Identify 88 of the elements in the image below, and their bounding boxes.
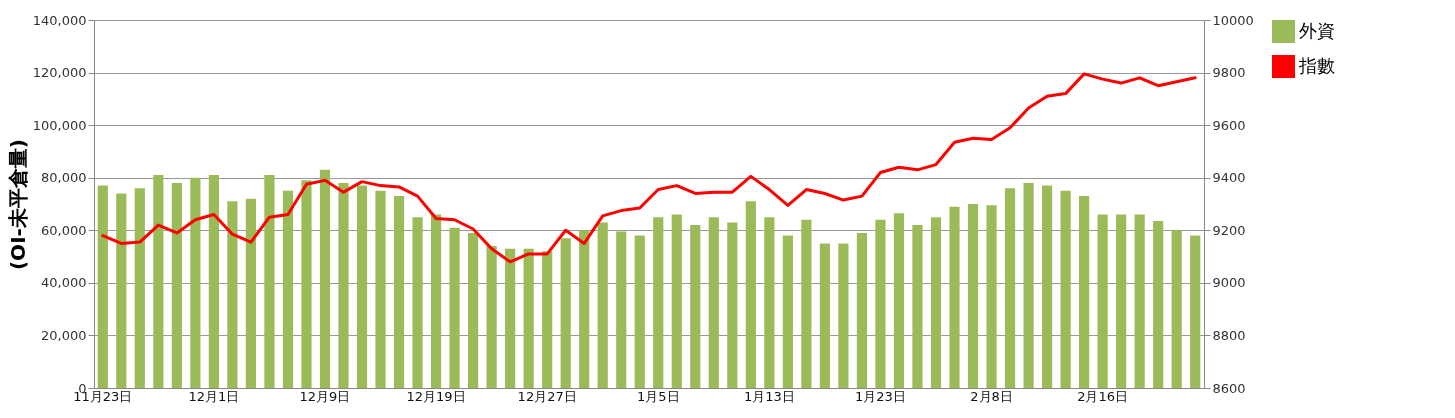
y2-tick-label: 9600 xyxy=(1212,117,1246,133)
bar xyxy=(708,217,719,388)
bar xyxy=(542,251,553,388)
y2-tick-label: 9200 xyxy=(1212,222,1246,238)
y-axis-title: (OI-未平倉量) xyxy=(5,138,30,271)
bar xyxy=(1097,214,1108,388)
bar xyxy=(893,213,905,388)
bar xyxy=(690,225,701,388)
bar xyxy=(579,230,590,388)
bar xyxy=(116,193,127,388)
bar xyxy=(634,235,645,388)
bar xyxy=(430,214,442,388)
y-tick-label: 40,000 xyxy=(41,275,87,291)
bar xyxy=(782,235,793,388)
y-tick-label: 120,000 xyxy=(32,65,87,81)
x-tick-label: 2月16日 xyxy=(1077,388,1129,404)
y2-tick-label: 9400 xyxy=(1212,170,1246,186)
bar xyxy=(912,225,923,388)
bar xyxy=(301,180,312,388)
legend-label: 指數 xyxy=(1298,54,1335,76)
bar xyxy=(486,246,497,388)
bar xyxy=(375,190,386,388)
y2-tick-label: 8800 xyxy=(1212,327,1246,343)
y2-tick-label: 8600 xyxy=(1212,380,1246,396)
bar xyxy=(1023,182,1034,388)
bar xyxy=(505,248,516,388)
bar xyxy=(653,217,664,388)
bar xyxy=(1171,230,1182,388)
bar xyxy=(227,201,238,388)
bar xyxy=(1060,190,1071,388)
x-tick-label: 12月1日 xyxy=(188,388,240,404)
bar xyxy=(338,182,349,388)
bar xyxy=(1134,214,1145,388)
y2-tick-label: 9000 xyxy=(1212,275,1246,291)
bar xyxy=(1190,235,1201,388)
bar xyxy=(1041,185,1053,388)
x-tick-label: 2月8日 xyxy=(970,388,1013,404)
bar xyxy=(967,204,979,388)
bar xyxy=(764,217,775,388)
y-tick-label: 80,000 xyxy=(41,170,87,186)
bar xyxy=(190,177,201,388)
bar xyxy=(393,196,405,388)
bar xyxy=(134,188,145,388)
x-tick-label: 1月13日 xyxy=(743,388,795,404)
y2-tick-label: 9800 xyxy=(1212,65,1246,81)
x-tick-label: 12月9日 xyxy=(299,388,351,404)
bar xyxy=(801,219,812,388)
y-tick-label: 60,000 xyxy=(41,222,87,238)
bar xyxy=(560,238,571,388)
x-tick-label: 12月19日 xyxy=(406,388,466,404)
bar xyxy=(282,190,294,388)
bar xyxy=(1004,188,1016,388)
bar xyxy=(171,182,182,388)
bar xyxy=(412,217,423,388)
bar xyxy=(245,198,257,388)
y-tick-label: 140,000 xyxy=(32,12,87,28)
bar xyxy=(468,232,479,388)
bar xyxy=(208,175,219,388)
bar xyxy=(449,227,460,388)
bar xyxy=(875,219,886,388)
bar xyxy=(838,243,849,388)
bar xyxy=(597,222,608,388)
bar xyxy=(264,175,275,388)
bar xyxy=(986,205,997,388)
bar xyxy=(1079,196,1090,388)
bar xyxy=(97,185,108,388)
bar xyxy=(671,214,682,388)
y-tick-label: 20,000 xyxy=(41,327,87,343)
y2-tick-label: 10000 xyxy=(1212,12,1254,28)
line-series xyxy=(101,72,1197,264)
bar xyxy=(819,243,830,388)
bar xyxy=(319,169,331,388)
bar xyxy=(856,232,868,388)
bar xyxy=(745,201,756,388)
bar xyxy=(523,248,534,388)
bar xyxy=(153,175,164,388)
legend-label: 外資 xyxy=(1299,19,1335,41)
bar xyxy=(1153,221,1164,388)
bar xyxy=(1116,214,1127,388)
bar xyxy=(616,231,627,388)
x-tick-label: 1月23日 xyxy=(855,388,906,404)
y-tick-label: 100,000 xyxy=(32,117,87,133)
bar xyxy=(930,217,942,388)
bar xyxy=(356,185,368,388)
bar xyxy=(949,206,960,388)
x-tick-label: 1月5日 xyxy=(636,388,680,404)
x-tick-label: 12月27日 xyxy=(517,388,577,404)
bar xyxy=(727,222,738,388)
